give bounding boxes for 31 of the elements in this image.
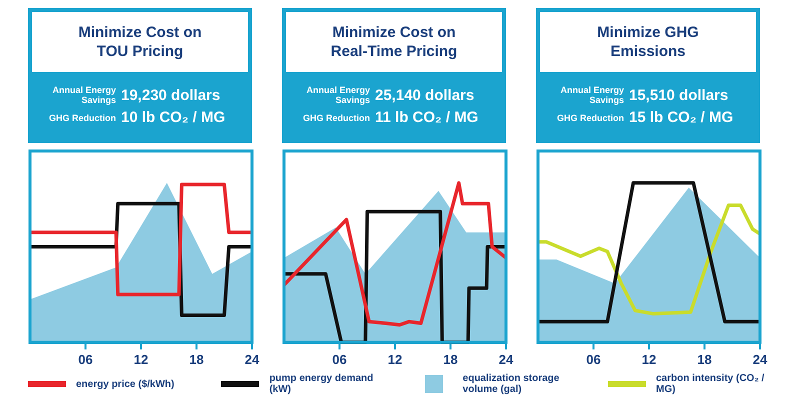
text: 25,140 dollars bbox=[375, 86, 474, 104]
x-tick-label: 18 bbox=[189, 352, 204, 367]
x-tick-label: 06 bbox=[78, 352, 93, 367]
text: 15,510 dollars bbox=[629, 86, 728, 104]
x-tick-label: 24 bbox=[752, 352, 768, 367]
x-tick-label: 12 bbox=[388, 352, 402, 367]
text: 11 lb CO₂ / MG bbox=[375, 109, 478, 126]
legend-label: pump energy demand (kW) bbox=[269, 373, 374, 395]
legend-label: carbon intensity (CO₂ / MG) bbox=[656, 373, 766, 395]
x-tick-label: 12 bbox=[642, 352, 656, 367]
chart-title: Minimize Cost on TOU Pricing bbox=[32, 12, 248, 72]
x-tick-label: 24 bbox=[244, 352, 260, 367]
chart-title: Minimize Cost on Real-Time Pricing bbox=[286, 12, 502, 72]
x-tick-label: 06 bbox=[586, 352, 601, 367]
text: Annual Energy Savings bbox=[559, 85, 625, 105]
legend-label: equalization storage volume (gal) bbox=[462, 373, 560, 395]
text: GHG Reduction bbox=[302, 112, 371, 122]
text: 10 lb CO₂ / MG bbox=[121, 109, 226, 126]
text: GHG Reduction bbox=[556, 112, 625, 122]
x-tick-label: 18 bbox=[443, 352, 458, 367]
x-tick-label: 18 bbox=[697, 352, 712, 367]
x-tick-label: 24 bbox=[498, 352, 514, 367]
text: Annual Energy Savings bbox=[51, 85, 117, 105]
text: 15 lb CO₂ / MG bbox=[629, 109, 734, 126]
text: 19,230 dollars bbox=[121, 86, 220, 104]
x-tick-label: 12 bbox=[134, 352, 148, 367]
chart-title: Minimize GHG Emissions bbox=[540, 12, 756, 72]
legend-label: energy price ($/kWh) bbox=[76, 378, 176, 390]
x-tick-label: 06 bbox=[332, 352, 347, 367]
text: GHG Reduction bbox=[48, 112, 117, 122]
text: Annual Energy Savings bbox=[305, 85, 371, 105]
